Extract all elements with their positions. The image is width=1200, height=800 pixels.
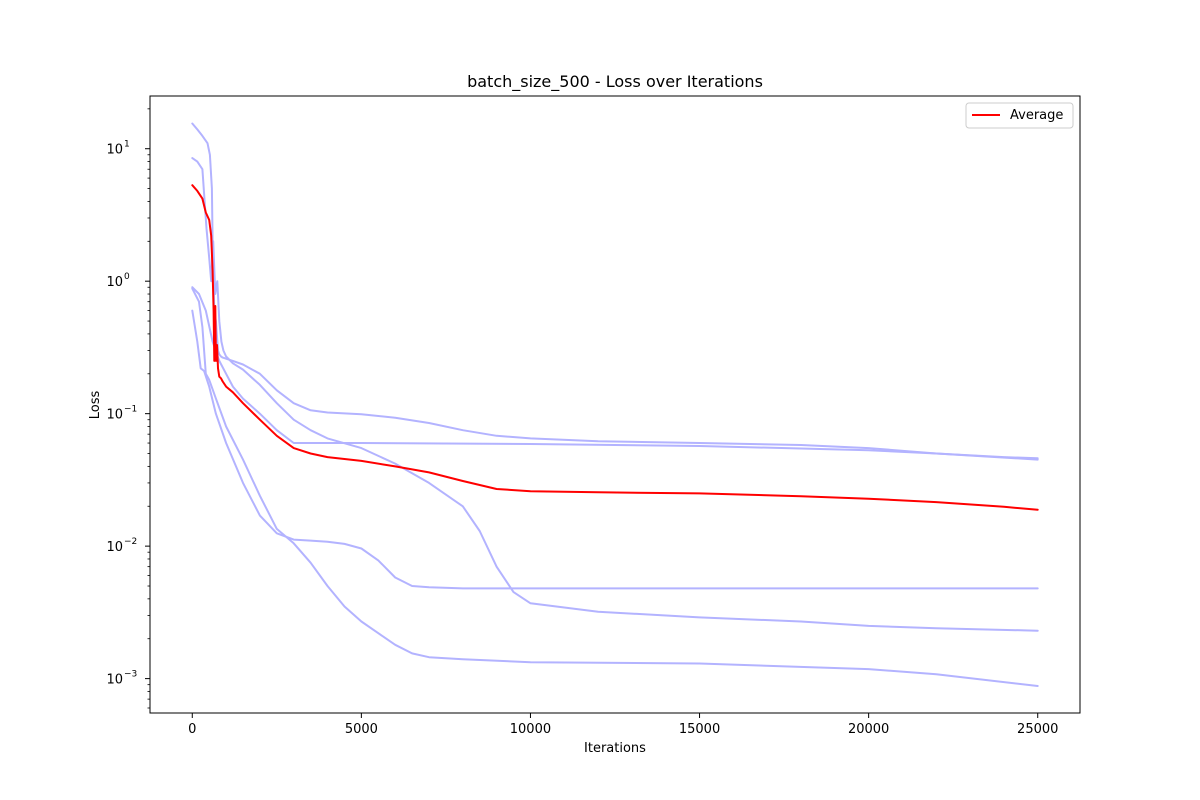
y-tick-label: 10 [106,275,123,290]
series-layer [191,122,1039,687]
x-axis-ticks: 0 5000 10000 15000 20000 25000 [188,713,1058,737]
x-tick-label: 20000 [848,722,889,737]
y-tick-label: 10 [106,143,123,158]
y-tick-label: 10 [106,673,123,688]
x-tick-label: 0 [188,722,196,737]
y-tick-exponent: 1 [124,140,130,150]
run-line-4 [191,309,1039,590]
legend-box [965,102,1074,129]
y-tick-label: 10 [106,540,123,555]
y-tick-exponent: −1 [124,405,137,415]
y-tick-exponent: −2 [124,537,137,547]
legend: Average [965,102,1074,129]
plot-frame [149,95,1081,714]
x-tick-label: 25000 [1017,722,1058,737]
y-tick-exponent: −3 [124,670,137,680]
x-tick-label: 5000 [345,722,378,737]
average-line [191,184,1039,511]
y-tick-label: 10 [106,408,123,423]
run-line-5 [191,287,1039,687]
y-axis-label: Loss [88,391,103,420]
run-line-3 [191,286,1039,461]
x-axis-label: Iterations [584,741,646,756]
x-tick-label: 10000 [510,722,551,737]
x-tick-label: 15000 [679,722,720,737]
y-tick-exponent: 0 [124,272,130,282]
run-line-1 [191,122,1039,460]
legend-label-average: Average [1010,108,1063,123]
chart-title: batch_size_500 - Loss over Iterations [467,72,763,92]
